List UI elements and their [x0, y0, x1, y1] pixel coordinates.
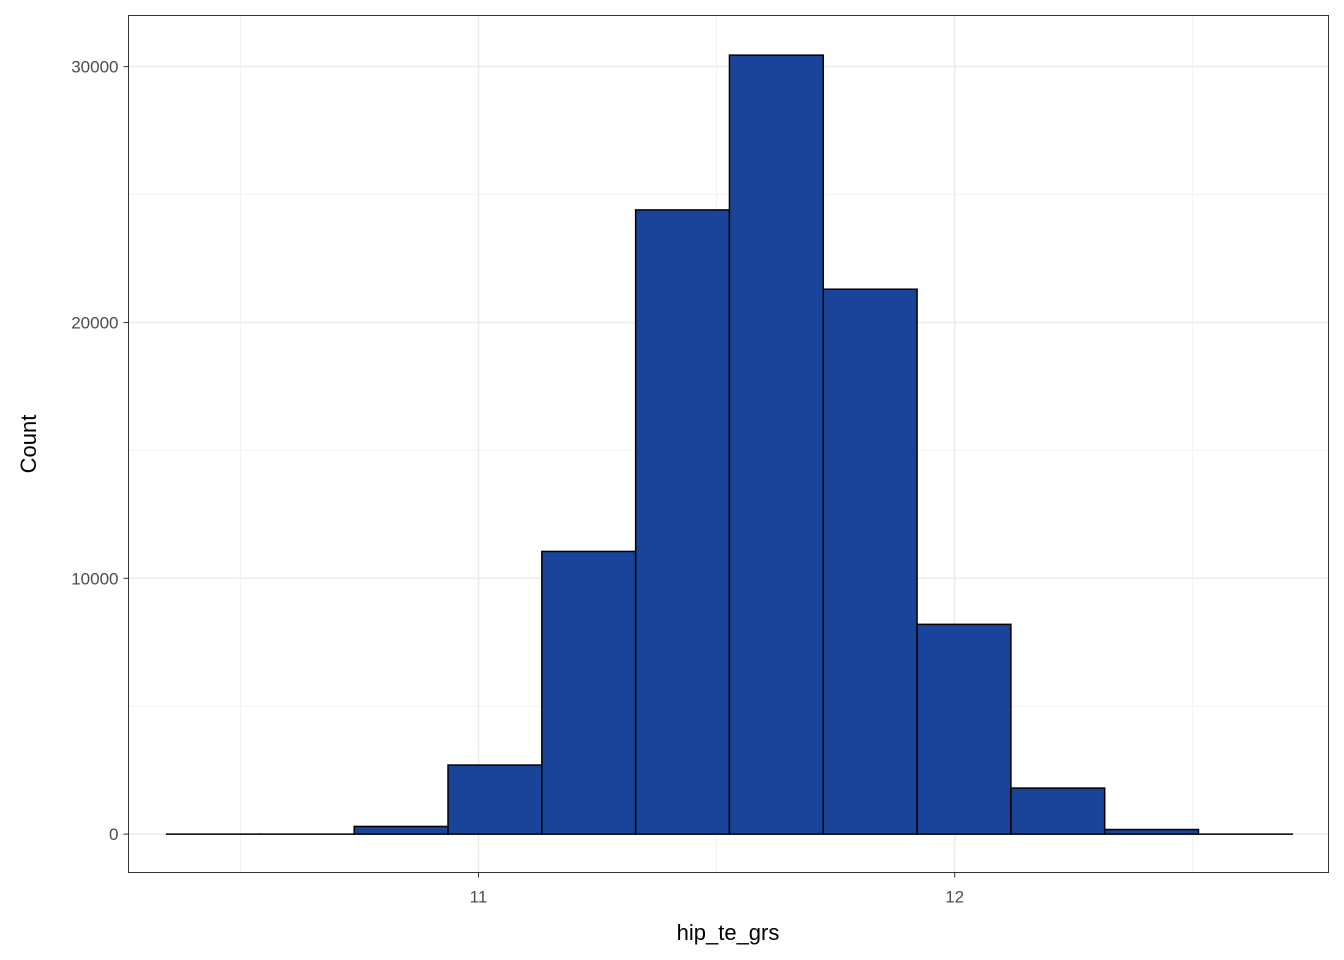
histogram-bars — [165, 54, 1294, 835]
histogram-bar — [353, 825, 449, 835]
panel-border — [128, 15, 1329, 873]
histogram-bar — [541, 550, 637, 835]
y-axis-title: Count — [16, 415, 41, 474]
y-tick-label: 20000 — [71, 313, 118, 332]
x-tick-label: 11 — [470, 888, 488, 907]
histogram-bar — [916, 623, 1012, 835]
y-tick-label: 0 — [109, 825, 118, 844]
x-tick-label: 12 — [945, 888, 964, 907]
histogram-bar — [1103, 828, 1200, 835]
y-tick-label: 30000 — [71, 58, 118, 77]
histogram-bar — [728, 54, 825, 835]
histogram-bar — [1010, 787, 1106, 835]
histogram-bar — [634, 209, 731, 835]
histogram-bar — [822, 288, 918, 835]
axes: 0 10000 20000 30000 11 12 — [71, 58, 964, 907]
histogram-bar — [447, 764, 543, 835]
x-axis-title: hip_te_grs — [677, 920, 780, 945]
y-tick-label: 10000 — [71, 569, 118, 588]
